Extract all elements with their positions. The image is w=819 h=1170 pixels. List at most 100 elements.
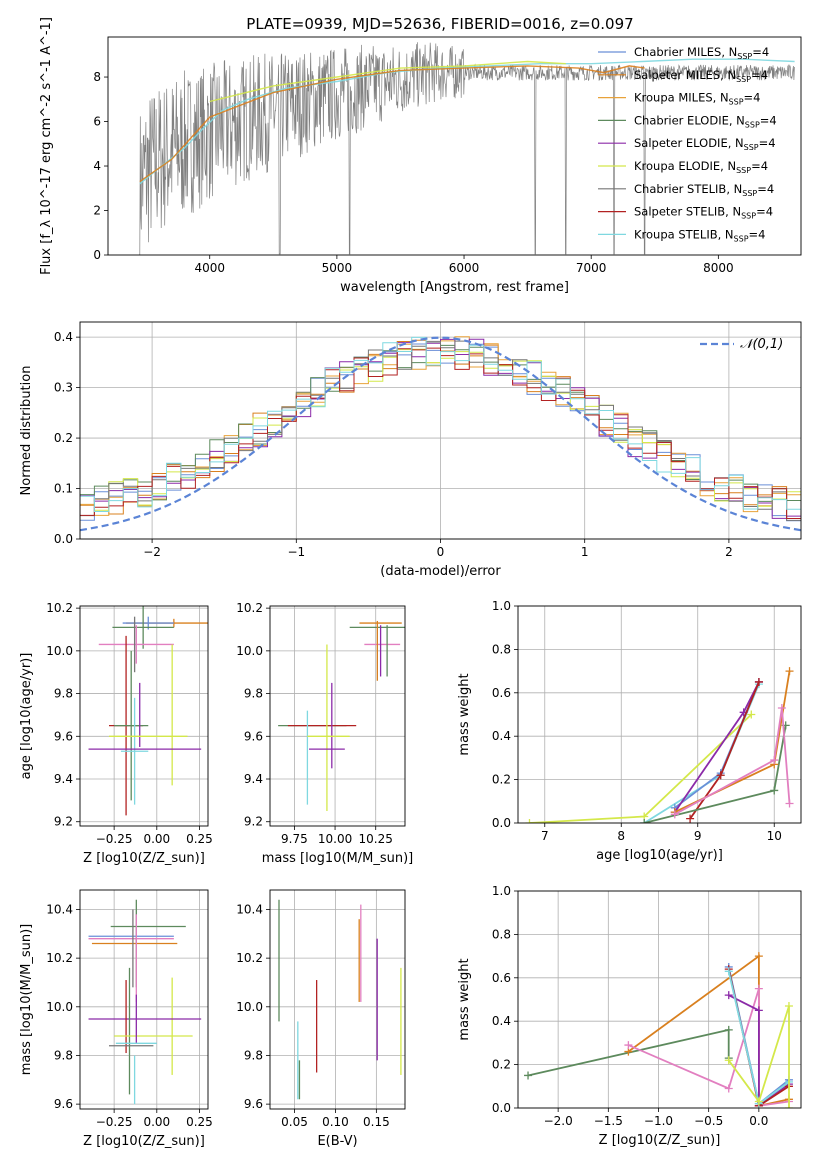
x-tick-label: 6000 <box>449 261 480 275</box>
mass-weight-marker <box>754 1097 763 1106</box>
mass-weight-marker <box>770 786 779 795</box>
mass-weight-marker <box>624 1041 633 1050</box>
mass-weight-marker <box>724 1056 733 1065</box>
y-tick-label: 0.0 <box>492 816 511 830</box>
x-tick-label: 9 <box>694 829 702 843</box>
x-tick-label: 7000 <box>576 261 607 275</box>
x-tick-label: −2.0 <box>544 1114 573 1128</box>
y-axis-label: mass weight <box>457 673 472 755</box>
mass-weight-marker <box>724 967 733 976</box>
x-tick-label: 0.15 <box>363 1115 390 1129</box>
y-axis-label: Flux [f_λ 10^-17 erg cm^-2 s^-1 A^-1] <box>39 17 54 275</box>
y-tick-label: 10.0 <box>46 644 73 658</box>
plot-area <box>278 899 402 1100</box>
legend-label: Salpeter MILES, NSSP=4 <box>634 68 768 84</box>
mass-weight-marker <box>747 710 756 719</box>
x-axis-label: Z [log10(Z/Z_sun)] <box>83 851 205 866</box>
legend-label: Chabrier STELIB, NSSP=4 <box>634 182 774 198</box>
x-tick-label: 7 <box>541 829 549 843</box>
y-tick-label: 0.1 <box>54 482 73 496</box>
legend-label: Chabrier MILES, NSSP=4 <box>634 45 769 61</box>
mass-weight-marker <box>784 1104 793 1108</box>
mass-weight-line <box>728 994 790 1108</box>
y-tick-label: 8 <box>93 70 101 84</box>
x-tick-label: 9.75 <box>281 832 308 846</box>
y-tick-label: 10.0 <box>236 1000 263 1014</box>
model-spectrum-line <box>139 65 645 183</box>
mass-weight-marker <box>524 1071 533 1080</box>
y-tick-label: 10.0 <box>236 644 263 658</box>
x-axis-label: mass [log10(M/M_sun)] <box>262 851 414 866</box>
mass-weight-marker <box>784 1002 793 1011</box>
x-tick-label: 10.00 <box>318 832 352 846</box>
mass-weight-marker <box>724 1084 733 1093</box>
panel-z-mass: −0.25 0.00 0.25 9.6 9.8 10.0 10.2 10.4 Z [log10(… <box>19 889 213 1149</box>
x-tick-label: 0.25 <box>186 1115 213 1129</box>
legend-label: Chabrier ELODIE, NSSP=4 <box>634 113 777 129</box>
mass-weight-line <box>529 713 752 823</box>
x-tick-label: −1 <box>287 545 305 559</box>
figure-title: PLATE=0939, MJD=52636, FIBERID=0016, z=0… <box>246 15 633 33</box>
mass-weight-marker <box>724 991 733 1000</box>
legend-label: Salpeter STELIB, NSSP=4 <box>634 205 773 221</box>
y-tick-label: 9.8 <box>54 687 73 701</box>
x-tick-label: −0.5 <box>694 1114 723 1128</box>
y-tick-label: 10.2 <box>46 951 73 965</box>
x-tick-label: −2 <box>143 545 161 559</box>
y-tick-label: 9.2 <box>54 815 73 829</box>
y-tick-label: 9.6 <box>244 729 263 743</box>
legend-label: 𝒩(0,1) <box>740 337 783 352</box>
y-tick-label: 9.4 <box>244 772 263 786</box>
y-tick-label: 0.0 <box>54 532 73 546</box>
x-tick-label: 0.00 <box>143 1115 170 1129</box>
mass-weight-line <box>727 1005 790 1108</box>
y-tick-label: 0.4 <box>492 1014 511 1028</box>
x-tick-label: 5000 <box>322 261 353 275</box>
x-axis-label: age [log10(age/yr)] <box>596 848 723 863</box>
x-tick-label: 8000 <box>703 261 734 275</box>
x-axis-label: wavelength [Angstrom, rest frame] <box>340 280 569 295</box>
y-axis-label: mass [log10(M/M_sun)] <box>19 924 34 1076</box>
axes-frame <box>107 36 802 256</box>
panel-mass-age: 9.75 10.00 10.25 9.2 9.4 9.6 9.8 10.0 10.2 mass [… <box>236 601 413 866</box>
y-tick-label: 10.2 <box>46 601 73 615</box>
plot-area <box>525 667 794 823</box>
y-axis-label: age [log10(age/yr)] <box>19 653 34 780</box>
panel-age-weight: 7 8 9 10 0.0 0.2 0.4 0.6 0.8 1.0 age [log10(age/yr… <box>457 599 802 863</box>
x-tick-label: 4000 <box>194 261 225 275</box>
mass-weight-marker <box>754 677 763 686</box>
y-tick-label: 0.6 <box>492 686 511 700</box>
mass-weight-marker <box>724 1025 733 1034</box>
x-tick-label: 0.0 <box>749 1114 768 1128</box>
panel-ebv-mass: 0.05 0.10 0.15 9.6 9.8 10.0 10.2 10.4 E(B-V) <box>236 889 406 1149</box>
x-axis-label: Z [log10(Z/Z_sun)] <box>83 1134 205 1149</box>
mass-weight-line <box>643 725 787 823</box>
legend-label: Salpeter ELODIE, NSSP=4 <box>634 136 776 152</box>
legend-label: Kroupa STELIB, NSSP=4 <box>634 227 765 243</box>
panel-spectrum: 4000 5000 6000 7000 8000 0 2 4 6 8 wavelength [Ang… <box>39 17 802 295</box>
x-tick-label: 2 <box>725 545 733 559</box>
y-tick-label: 9.8 <box>244 1048 263 1062</box>
axes-frame <box>79 889 209 1110</box>
plot-area <box>278 620 405 812</box>
y-tick-label: 0.8 <box>492 927 511 941</box>
axes-frame <box>79 605 209 827</box>
panel-z-age: −0.25 0.00 0.25 9.2 9.4 9.6 9.8 10.0 10.2 Z [log1… <box>19 601 213 866</box>
y-tick-label: 0 <box>93 248 101 262</box>
plot-area <box>88 899 202 1105</box>
mass-weight-marker <box>686 814 695 823</box>
x-axis-label: Z [log10(Z/Z_sun)] <box>599 1133 721 1148</box>
x-tick-label: 0 <box>437 545 445 559</box>
y-tick-label: 10.2 <box>236 601 263 615</box>
x-tick-label: 0.10 <box>322 1115 349 1129</box>
x-tick-label: 8 <box>617 829 625 843</box>
y-tick-label: 10.0 <box>46 1000 73 1014</box>
mass-weight-marker <box>754 1006 763 1015</box>
mass-weight-line <box>674 707 791 816</box>
histogram-step-line <box>80 336 801 512</box>
normal-curve-line <box>80 336 801 532</box>
y-tick-label: 9.6 <box>54 729 73 743</box>
x-tick-label: −1.0 <box>644 1114 673 1128</box>
y-tick-label: 0.4 <box>492 729 511 743</box>
